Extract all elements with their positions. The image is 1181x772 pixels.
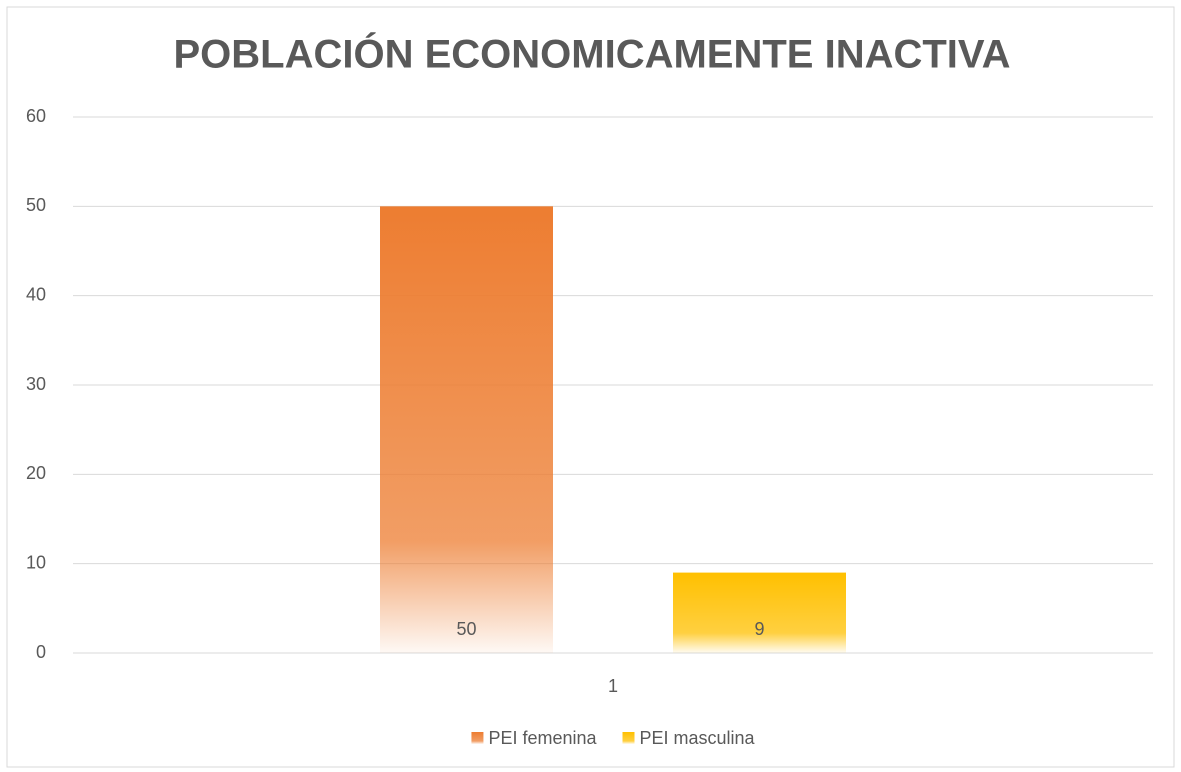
chart-title: POBLACIÓN ECONOMICAMENTE INACTIVA xyxy=(173,31,1010,77)
y-tick-label: 20 xyxy=(26,463,46,483)
chart-border xyxy=(6,6,1175,768)
legend-swatch xyxy=(622,732,635,744)
y-tick-label: 40 xyxy=(26,284,46,304)
bar xyxy=(380,206,553,654)
bar xyxy=(673,572,846,653)
y-tick-label: 50 xyxy=(26,195,46,215)
data-label: 50 xyxy=(456,619,476,639)
legend-label: PEI masculina xyxy=(640,728,756,748)
x-tick-label: 1 xyxy=(608,676,618,696)
y-tick-label: 60 xyxy=(26,106,46,126)
y-tick-label: 10 xyxy=(26,552,46,572)
y-tick-label: 30 xyxy=(26,374,46,394)
y-tick-label: 0 xyxy=(36,642,46,662)
legend-swatch xyxy=(471,732,484,744)
data-label: 9 xyxy=(754,619,764,639)
legend-label: PEI femenina xyxy=(488,728,597,748)
